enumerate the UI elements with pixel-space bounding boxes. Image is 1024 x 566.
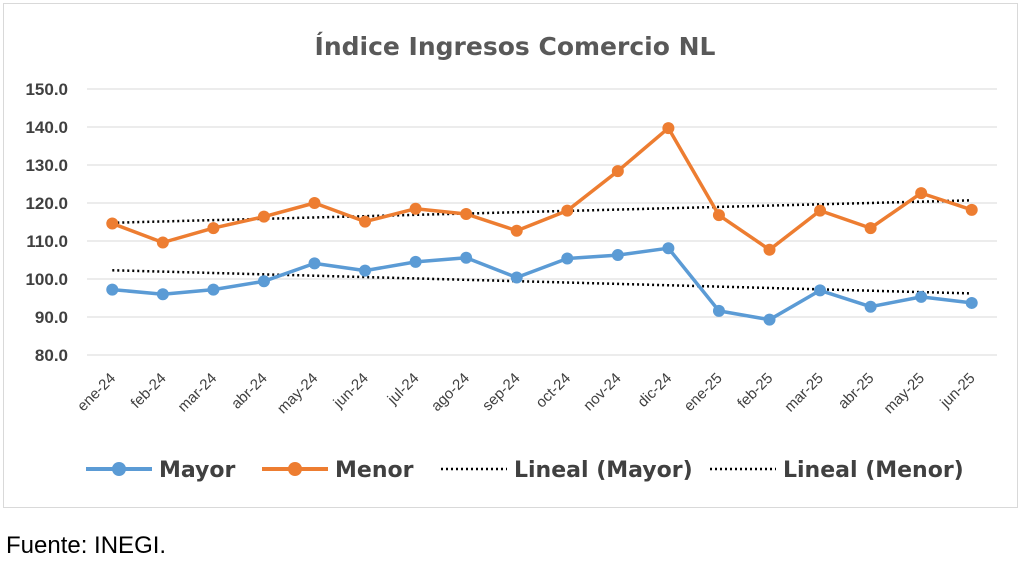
x-tick-label: jun-24 bbox=[330, 370, 372, 412]
data-point bbox=[257, 210, 270, 223]
y-tick-label: 110.0 bbox=[26, 232, 68, 251]
x-tick-label: jun-25 bbox=[936, 370, 978, 412]
data-point bbox=[106, 217, 119, 230]
legend-label: Menor bbox=[335, 458, 414, 483]
x-tick-label: may-24 bbox=[274, 370, 321, 417]
data-point bbox=[712, 304, 725, 317]
y-tick-label: 130.0 bbox=[25, 156, 68, 175]
data-point bbox=[814, 284, 827, 297]
x-tick-label: nov-24 bbox=[580, 370, 624, 414]
data-point bbox=[359, 215, 372, 228]
data-point bbox=[561, 204, 574, 217]
legend-label: Lineal (Menor) bbox=[783, 458, 964, 483]
data-point bbox=[510, 224, 523, 237]
data-point bbox=[308, 197, 321, 209]
data-point bbox=[662, 242, 675, 255]
data-point bbox=[561, 252, 574, 265]
x-tick-label: ene-25 bbox=[681, 370, 726, 415]
data-point bbox=[662, 122, 675, 135]
x-tick-label: abr-25 bbox=[835, 370, 878, 413]
x-tick-label: ene-24 bbox=[74, 370, 119, 415]
data-point bbox=[611, 165, 624, 178]
y-tick-label: 140.0 bbox=[25, 118, 68, 137]
legend-marker bbox=[112, 462, 126, 476]
chart-title: Índice Ingresos Comercio NL bbox=[315, 32, 716, 61]
data-point bbox=[207, 283, 220, 296]
data-point bbox=[965, 203, 978, 216]
data-point bbox=[611, 249, 624, 262]
legend-label: Mayor bbox=[159, 458, 236, 483]
x-tick-label: oct-24 bbox=[533, 370, 575, 412]
trendline bbox=[112, 269, 972, 295]
source-note: Fuente: INEGI. bbox=[6, 532, 167, 559]
data-point bbox=[915, 187, 928, 200]
legend-label: Lineal (Mayor) bbox=[514, 458, 693, 483]
y-tick-label: 120.0 bbox=[25, 194, 68, 213]
chart-frame: Índice Ingresos Comercio NL 150.0 140.0 13… bbox=[3, 3, 1018, 508]
x-tick-label: jul-24 bbox=[384, 370, 423, 409]
data-point bbox=[156, 288, 169, 301]
data-point bbox=[763, 243, 776, 256]
data-point bbox=[257, 275, 270, 288]
data-point bbox=[864, 300, 877, 313]
data-point bbox=[864, 222, 877, 235]
trendline bbox=[112, 199, 972, 225]
data-point bbox=[814, 204, 827, 217]
x-tick-label: may-25 bbox=[881, 370, 928, 417]
x-tick-label: dic-24 bbox=[634, 370, 675, 411]
x-tick-label: feb-25 bbox=[734, 370, 776, 412]
data-point bbox=[915, 290, 928, 303]
legend-marker bbox=[288, 462, 302, 476]
data-point bbox=[156, 236, 169, 249]
y-tick-label: 90.0 bbox=[35, 308, 68, 327]
y-tick-label: 150.0 bbox=[25, 80, 68, 99]
data-point bbox=[409, 255, 422, 268]
data-point bbox=[106, 283, 119, 296]
line-chart: Índice Ingresos Comercio NL 150.0 140.0 13… bbox=[25, 32, 997, 483]
series-line bbox=[111, 126, 973, 252]
x-tick-label: mar-25 bbox=[781, 370, 827, 416]
data-point bbox=[460, 208, 473, 221]
data-point bbox=[712, 209, 725, 222]
data-point bbox=[207, 222, 220, 235]
data-point bbox=[763, 313, 776, 326]
x-tick-label: abr-24 bbox=[228, 370, 271, 413]
x-tick-label: ago-24 bbox=[428, 370, 473, 415]
series-line bbox=[112, 246, 972, 322]
data-point bbox=[359, 264, 372, 277]
x-tick-label: mar-24 bbox=[175, 370, 221, 416]
y-tick-label: 80.0 bbox=[35, 346, 68, 365]
data-point bbox=[510, 271, 523, 284]
x-tick-label: sep-24 bbox=[479, 370, 523, 414]
data-point bbox=[409, 202, 422, 215]
data-point bbox=[460, 251, 473, 264]
y-tick-label: 100.0 bbox=[25, 270, 68, 289]
x-tick-label: feb-24 bbox=[128, 370, 170, 412]
data-point bbox=[308, 257, 321, 270]
data-point bbox=[965, 296, 978, 309]
